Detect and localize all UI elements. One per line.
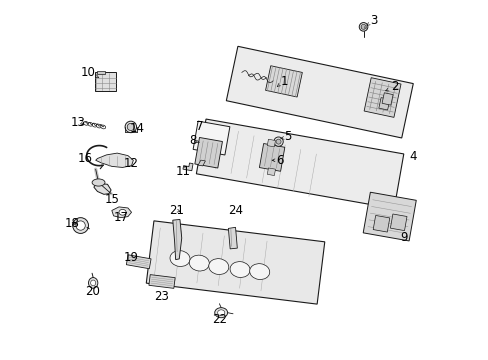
Polygon shape <box>193 121 229 155</box>
Polygon shape <box>363 192 415 241</box>
Text: 14: 14 <box>129 122 144 135</box>
Polygon shape <box>96 153 133 167</box>
Text: 24: 24 <box>227 204 243 217</box>
Ellipse shape <box>92 123 97 127</box>
Ellipse shape <box>92 179 105 186</box>
Polygon shape <box>172 220 182 260</box>
Polygon shape <box>94 184 111 194</box>
Text: 5: 5 <box>280 130 291 144</box>
Ellipse shape <box>125 121 136 133</box>
Ellipse shape <box>127 123 134 131</box>
Text: 22: 22 <box>211 313 226 327</box>
Text: 15: 15 <box>104 193 119 206</box>
Polygon shape <box>267 168 275 176</box>
Text: 13: 13 <box>70 116 85 129</box>
Text: 16: 16 <box>77 152 92 165</box>
Text: 3: 3 <box>366 14 377 27</box>
Polygon shape <box>97 71 104 74</box>
Text: 23: 23 <box>154 290 169 303</box>
Ellipse shape <box>119 210 126 215</box>
Ellipse shape <box>170 251 190 266</box>
Text: 1: 1 <box>277 75 287 88</box>
Ellipse shape <box>88 122 93 126</box>
Ellipse shape <box>208 258 228 274</box>
Text: 19: 19 <box>124 251 139 264</box>
Text: 20: 20 <box>84 285 100 298</box>
Ellipse shape <box>189 255 209 271</box>
Ellipse shape <box>96 124 101 128</box>
Polygon shape <box>95 72 116 91</box>
Ellipse shape <box>273 137 283 146</box>
Polygon shape <box>267 139 275 147</box>
Polygon shape <box>126 255 151 269</box>
Text: 4: 4 <box>408 150 416 163</box>
Ellipse shape <box>230 262 249 278</box>
Polygon shape <box>146 221 324 304</box>
Text: 10: 10 <box>81 66 99 79</box>
Polygon shape <box>149 275 175 288</box>
Polygon shape <box>112 207 131 218</box>
Text: 11: 11 <box>176 165 191 177</box>
Ellipse shape <box>276 139 281 144</box>
Ellipse shape <box>359 23 367 31</box>
Text: 2: 2 <box>385 80 398 93</box>
Polygon shape <box>265 66 302 97</box>
Polygon shape <box>381 93 392 105</box>
Polygon shape <box>259 144 284 171</box>
Polygon shape <box>183 163 193 171</box>
Text: 21: 21 <box>168 204 183 217</box>
Text: 9: 9 <box>400 231 407 244</box>
Text: 6: 6 <box>272 154 284 167</box>
Ellipse shape <box>83 121 88 125</box>
Ellipse shape <box>101 125 105 129</box>
Ellipse shape <box>214 308 227 318</box>
Polygon shape <box>378 98 389 110</box>
Text: 17: 17 <box>113 211 128 224</box>
Ellipse shape <box>217 310 224 316</box>
Polygon shape <box>389 214 406 231</box>
Ellipse shape <box>249 264 269 279</box>
Polygon shape <box>196 119 403 209</box>
Text: 12: 12 <box>124 157 139 170</box>
Polygon shape <box>194 138 222 168</box>
Ellipse shape <box>90 280 96 286</box>
Text: 8: 8 <box>188 134 199 147</box>
Polygon shape <box>226 46 412 138</box>
Ellipse shape <box>73 218 88 233</box>
Polygon shape <box>364 78 400 117</box>
Polygon shape <box>198 160 205 166</box>
Text: 7: 7 <box>196 120 203 133</box>
Ellipse shape <box>360 24 366 30</box>
Ellipse shape <box>88 278 98 288</box>
Text: 18: 18 <box>65 216 80 230</box>
Polygon shape <box>228 227 237 249</box>
Ellipse shape <box>76 221 85 230</box>
Polygon shape <box>372 215 389 232</box>
